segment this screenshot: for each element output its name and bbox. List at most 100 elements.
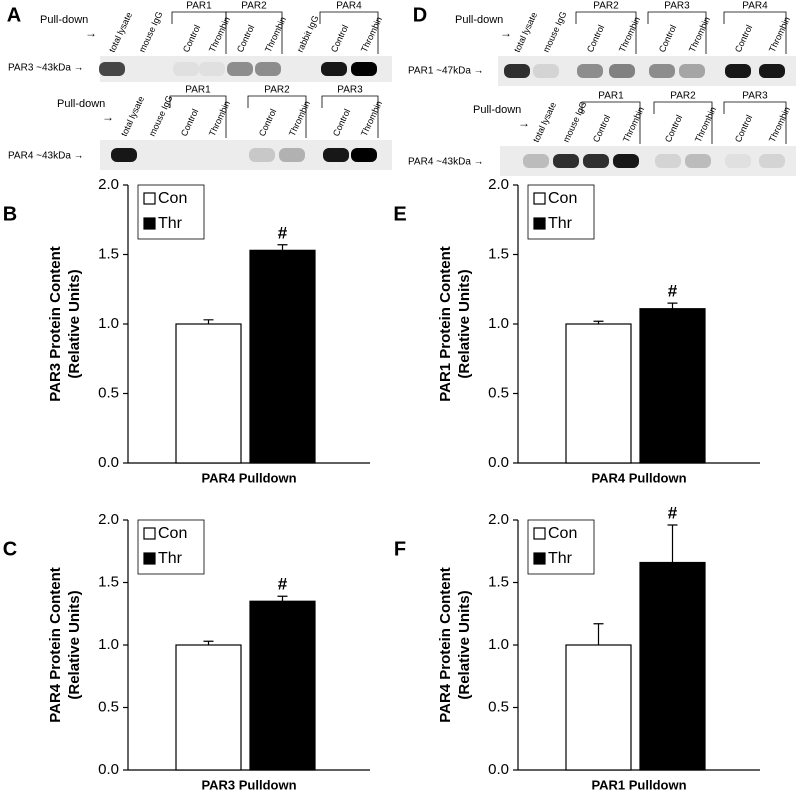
legend-swatch: [533, 527, 546, 540]
legend-label: Thr: [548, 550, 573, 567]
y-tick-label: 0.5: [98, 698, 119, 715]
lane-label: Control: [733, 113, 754, 144]
panel-letter: C: [3, 538, 17, 560]
lane-label: Thrombin: [263, 15, 288, 54]
x-axis-label: PAR1 Pulldown: [591, 777, 686, 792]
blot-band: [533, 64, 559, 78]
y-axis-label: PAR1 Protein Content: [437, 246, 454, 402]
group-bracket: [169, 95, 227, 138]
x-axis-label: PAR4 Pulldown: [591, 470, 686, 485]
y-axis-label: (Relative Units): [456, 269, 473, 378]
lane-label: Control: [657, 23, 678, 54]
group-label: PAR2: [670, 91, 696, 102]
legend-label: Thr: [158, 215, 183, 232]
panel-letter: B: [3, 203, 17, 225]
blot-band: [255, 62, 281, 76]
panel-letter: D: [413, 4, 427, 26]
blot-band: [613, 154, 639, 168]
lane-label: Thrombin: [693, 105, 718, 144]
y-axis-label: (Relative Units): [66, 590, 83, 699]
lane-label: Control: [733, 23, 754, 54]
y-tick-label: 2.0: [488, 176, 509, 193]
blot-band: [685, 154, 711, 168]
blot-band: [553, 154, 579, 168]
group-label: PAR4: [336, 1, 362, 12]
group-bracket: [653, 101, 713, 144]
y-tick-label: 2.0: [488, 511, 509, 528]
error-bar: [277, 244, 288, 251]
y-tick-label: 1.0: [488, 636, 509, 653]
lane-label: Thrombin: [207, 99, 232, 138]
group-label: PAR2: [593, 1, 619, 12]
lane-label: Control: [235, 23, 256, 54]
arrow: →: [518, 116, 530, 130]
y-tick-label: 1.5: [98, 245, 119, 262]
lane-label: Thrombin: [767, 105, 792, 144]
lane-label: mouse IgG: [147, 94, 175, 138]
error-bar: [203, 319, 214, 324]
y-axis-label: PAR4 Protein Content: [437, 567, 454, 723]
group-bracket: [723, 11, 787, 54]
blot-band: [649, 64, 675, 78]
y-tick-label: 0.5: [488, 384, 509, 401]
blot-marker: PAR3 ~43kDa →: [8, 63, 84, 74]
pulldown-label: Pull-down: [40, 14, 88, 26]
lane-label: Control: [257, 107, 278, 138]
blot-band: [173, 62, 199, 76]
bar: [639, 308, 706, 464]
group-label: PAR2: [264, 85, 290, 96]
y-axis-label: (Relative Units): [66, 269, 83, 378]
x-axis-label: PAR4 Pulldown: [201, 470, 296, 485]
legend-swatch: [143, 552, 156, 565]
error-bar: [667, 524, 678, 563]
blot-marker: PAR1 ~47kDa →: [408, 66, 484, 77]
pulldown-label: Pull-down: [57, 98, 105, 110]
y-tick-label: 1.5: [98, 573, 119, 590]
y-tick-label: 0.0: [98, 761, 119, 778]
y-tick-label: 1.0: [98, 636, 119, 653]
legend-label: Con: [548, 525, 577, 542]
blot-band: [199, 62, 225, 76]
y-axis-label: (Relative Units): [456, 590, 473, 699]
lane-label: total lysate: [531, 101, 558, 144]
panel-letter: A: [7, 4, 21, 26]
blot-band: [111, 148, 137, 162]
arrow: →: [500, 26, 512, 40]
blot-strip: [500, 146, 796, 176]
y-tick-label: 0.5: [98, 384, 119, 401]
group-label: PAR3: [337, 85, 363, 96]
group-label: PAR3: [742, 91, 768, 102]
significance-mark: #: [278, 575, 288, 594]
group-bracket: [321, 95, 379, 138]
legend-swatch: [143, 527, 156, 540]
blot-band: [351, 62, 377, 76]
lane-label: total lysate: [512, 11, 539, 54]
lane-label: mouse IgG: [541, 10, 569, 54]
y-tick-label: 0.0: [98, 454, 119, 471]
blot-band: [351, 148, 377, 162]
lane-label: total lysate: [107, 11, 134, 54]
y-tick-label: 1.5: [488, 573, 509, 590]
blot-band: [323, 148, 349, 162]
legend-label: Thr: [548, 215, 573, 232]
significance-mark: #: [668, 503, 678, 522]
y-axis-label: PAR3 Protein Content: [47, 246, 64, 402]
y-tick-label: 2.0: [98, 511, 119, 528]
blot-band: [504, 64, 530, 78]
legend-box: [527, 519, 595, 575]
blot-marker: PAR4 ~43kDa →: [408, 157, 484, 168]
group-bracket: [647, 11, 707, 54]
group-label: PAR1: [598, 91, 624, 102]
lane-label: Thrombin: [359, 15, 384, 54]
lane-label: Thrombin: [621, 105, 646, 144]
legend-label: Con: [158, 190, 187, 207]
y-tick-label: 0.0: [488, 454, 509, 471]
legend-label: Thr: [158, 550, 183, 567]
bar: [175, 644, 242, 771]
error-bar: [203, 640, 214, 645]
legend-label: Con: [158, 525, 187, 542]
blot-band: [583, 154, 609, 168]
blot-band: [577, 64, 603, 78]
blot-band: [321, 62, 347, 76]
